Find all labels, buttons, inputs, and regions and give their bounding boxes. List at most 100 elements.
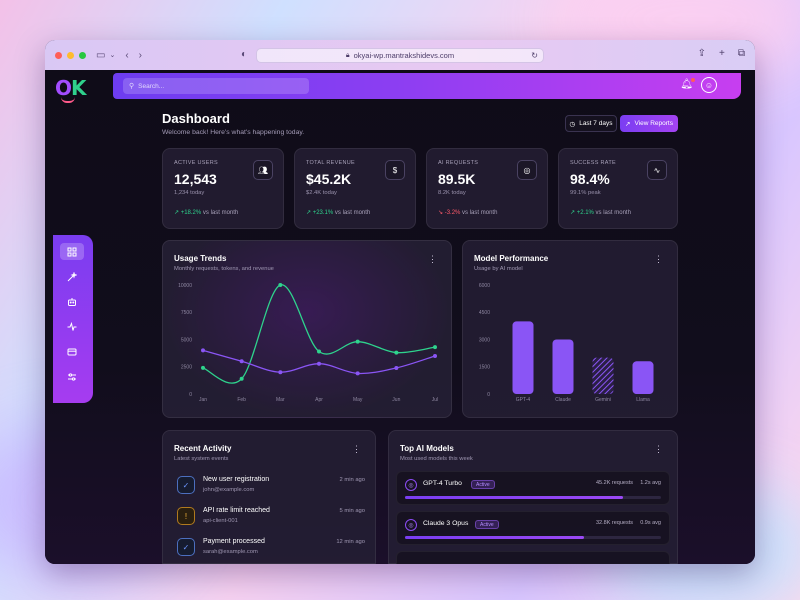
- alert-icon: !: [177, 507, 195, 525]
- chevron-down-icon[interactable]: ⌄: [109, 52, 116, 59]
- close-window-button[interactable]: [55, 51, 62, 59]
- more-options-icon[interactable]: ⋮: [428, 254, 437, 264]
- reload-icon[interactable]: ↻: [531, 51, 538, 60]
- search-placeholder: Search...: [138, 82, 165, 90]
- browser-chrome: ▭ ⌄ ‹ › ◐ 🔒︎ okyai-wp.mantrakshidevs.com…: [45, 40, 755, 70]
- usage-progress-track: [405, 536, 661, 539]
- stat-change-suffix: vs last month: [333, 210, 371, 216]
- more-options-icon[interactable]: ⋮: [654, 254, 663, 264]
- date-range-button[interactable]: ◷ Last 7 days: [565, 115, 617, 132]
- activity-item[interactable]: ✓ Payment processed sarah@example.com 12…: [177, 536, 365, 562]
- back-icon[interactable]: ‹: [125, 49, 129, 61]
- stat-label: SUCCESS RATE: [570, 160, 616, 166]
- stat-trend: ↘ -3.2% vs last month: [438, 210, 498, 216]
- activity-time: 12 min ago: [336, 539, 365, 545]
- x-tick-label: Feb: [237, 397, 246, 403]
- usage-progress-track: [405, 496, 661, 499]
- model-name: GPT-4 Turbo: [423, 480, 462, 487]
- usage-trends-panel: Usage Trends Monthly requests, tokens, a…: [162, 240, 452, 418]
- series-point: [433, 353, 437, 358]
- activity-title: API rate limit reached: [203, 507, 270, 514]
- model-item[interactable]: ◎ GPT-4 Turbo Active 45.2K requests 1.2s…: [396, 471, 670, 505]
- activity-item[interactable]: ✓ New user registration john@example.com…: [177, 474, 365, 500]
- user-avatar-icon[interactable]: ☺: [701, 77, 717, 93]
- activity-subtitle: sarah@example.com: [203, 549, 258, 555]
- users-icon: 👥︎: [253, 160, 273, 180]
- pulse-icon: ∿: [647, 160, 667, 180]
- model-bar-chart: 0 1500 3000 4500 6000 GPT-4 Claude Gemini Llama: [479, 283, 654, 403]
- clock-icon: ◷: [569, 120, 576, 128]
- cpu-icon: ◎: [517, 160, 537, 180]
- model-name: Claude 3 Opus: [423, 520, 469, 527]
- check-circle-icon: ✓: [177, 538, 195, 556]
- stat-trend: ↗ +23.1% vs last month: [306, 210, 371, 216]
- panel-subtitle: Usage by AI model: [474, 266, 523, 272]
- panel-subtitle: Latest system events: [174, 456, 229, 462]
- panel-title: Recent Activity: [174, 444, 232, 453]
- robot-icon: [68, 297, 76, 306]
- bar: [632, 361, 654, 394]
- series-point: [201, 348, 205, 353]
- sliders-icon: [68, 372, 76, 381]
- recent-activity-panel: Recent Activity Latest system events ⋮ ✓…: [162, 430, 376, 564]
- nav-item-billing[interactable]: [60, 343, 84, 360]
- stat-change: +23.1%: [312, 210, 334, 216]
- nav-item-magic[interactable]: [60, 268, 84, 285]
- nav-item-bots[interactable]: [60, 293, 84, 310]
- activity-item[interactable]: ! API rate limit reached api-client-001 …: [177, 505, 365, 531]
- logo[interactable]: OK: [55, 76, 86, 103]
- date-range-label: Last 7 days: [579, 120, 613, 127]
- stat-trend: ↗ +18.2% vs last month: [174, 210, 239, 216]
- bell-icon[interactable]: 🔔︎: [680, 78, 695, 90]
- series-point: [239, 359, 244, 364]
- sidebar-toggle-icon[interactable]: ▭: [96, 49, 106, 61]
- cpu-icon: ◎: [405, 519, 417, 531]
- status-badge: Active: [475, 520, 499, 529]
- view-reports-button[interactable]: ↗ View Reports: [620, 115, 678, 132]
- trending-up-icon: ↗: [625, 120, 631, 128]
- magic-wand-icon: [67, 271, 77, 281]
- stat-card-active-users: ACTIVE USERS 12,543 1,234 today ↗ +18.2%…: [162, 148, 284, 229]
- more-options-icon[interactable]: ⋮: [654, 444, 663, 454]
- x-tick-label: Gemini: [595, 397, 611, 403]
- more-options-icon[interactable]: ⋮: [352, 444, 361, 454]
- tabs-overview-icon[interactable]: ⧉: [737, 48, 745, 59]
- panel-title: Top AI Models: [400, 444, 454, 453]
- nav-item-dashboard[interactable]: [60, 243, 84, 260]
- nav-item-analytics[interactable]: [60, 318, 84, 335]
- x-tick-label: Jun: [392, 397, 400, 403]
- stat-trend: ↗ +2.1% vs last month: [570, 210, 631, 216]
- browser-window: ▭ ⌄ ‹ › ◐ 🔒︎ okyai-wp.mantrakshidevs.com…: [45, 40, 755, 564]
- search-input[interactable]: ⚲ Search...: [123, 78, 309, 94]
- model-item[interactable]: [396, 551, 670, 564]
- status-badge: Active: [471, 480, 495, 489]
- y-tick-label: 7500: [181, 310, 192, 316]
- stat-change-suffix: vs last month: [593, 210, 631, 216]
- stat-change: -3.2%: [444, 210, 461, 216]
- usage-progress-fill: [405, 536, 585, 539]
- search-icon: ⚲: [129, 83, 135, 90]
- minimize-window-button[interactable]: [67, 51, 74, 59]
- panel-title: Usage Trends: [174, 254, 227, 263]
- share-icon[interactable]: ⇪: [697, 48, 707, 59]
- stat-value: $45.2K: [306, 171, 352, 187]
- shield-icon[interactable]: ◐: [241, 49, 248, 60]
- stat-meta: 8.2K today: [438, 190, 466, 196]
- side-nav: [53, 235, 93, 403]
- y-tick-label: 10000: [178, 283, 192, 289]
- y-tick-label: 1500: [479, 365, 490, 371]
- maximize-window-button[interactable]: [79, 51, 86, 59]
- series-line-0: [202, 284, 436, 384]
- new-tab-icon[interactable]: +: [719, 48, 725, 59]
- forward-icon[interactable]: ›: [138, 49, 143, 61]
- model-item[interactable]: ◎ Claude 3 Opus Active 32.8K requests 0.…: [396, 511, 670, 545]
- address-bar[interactable]: 🔒︎ okyai-wp.mantrakshidevs.com ↻: [256, 48, 544, 63]
- activity-icon: [67, 321, 77, 331]
- activity-subtitle: john@example.com: [203, 487, 255, 493]
- model-requests: 32.8K requests: [596, 520, 633, 526]
- credit-card-icon: [67, 348, 77, 355]
- stat-change-suffix: vs last month: [201, 210, 239, 216]
- stat-value: 12,543: [174, 171, 217, 187]
- nav-item-settings[interactable]: [60, 368, 84, 385]
- usage-progress-fill: [405, 496, 623, 499]
